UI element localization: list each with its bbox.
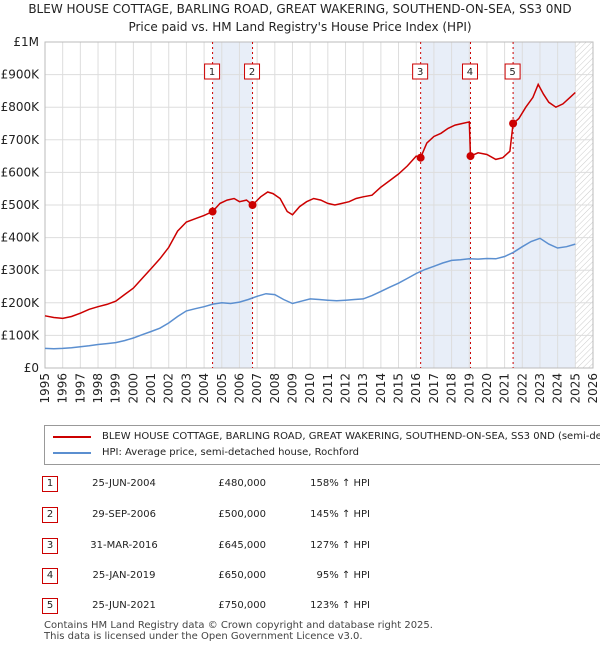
sale-number-box (412, 63, 429, 80)
plot-border (44, 41, 594, 369)
x-tick-label: 2003 (179, 373, 193, 404)
sale-number-label: 2 (249, 67, 255, 78)
x-tick-label: 2014 (374, 373, 388, 404)
y-tick-label: £500K (1, 198, 41, 212)
x-tick-label: 2002 (162, 373, 176, 404)
footer-copyright: Contains HM Land Registry data © Crown c… (44, 620, 433, 631)
sale-number-box (204, 63, 221, 80)
y-tick-label: £100K (1, 328, 41, 342)
x-tick-label: 2012 (339, 373, 353, 404)
sale-number-label: 1 (209, 67, 215, 78)
sale-number-box (244, 63, 261, 80)
x-tick-label: 2025 (568, 373, 582, 404)
sale-date: 25-JAN-2019 (92, 570, 156, 581)
sale-hpi-change: 158% ↑ HPI (310, 478, 370, 489)
y-tick-label: £1M (13, 35, 39, 49)
sale-price: £480,000 (218, 478, 266, 489)
sale-number-label: 5 (509, 67, 515, 78)
sale-hpi-change: 145% ↑ HPI (310, 509, 370, 520)
sale-price: £645,000 (218, 540, 266, 551)
sale-marker-label: 3 (42, 538, 58, 554)
footer: Contains HM Land Registry data © Crown c… (44, 620, 433, 642)
sale-date: 25-JUN-2021 (92, 600, 156, 611)
x-tick-label: 1999 (109, 373, 123, 404)
legend: BLEW HOUSE COTTAGE, BARLING ROAD, GREAT … (44, 425, 600, 465)
legend-item-property: BLEW HOUSE COTTAGE, BARLING ROAD, GREAT … (53, 431, 600, 445)
x-tick-label: 2018 (445, 373, 459, 404)
x-tick-label: 2021 (498, 373, 512, 404)
x-tick-label: 2020 (480, 373, 494, 404)
sale-number-label: 3 (417, 67, 423, 78)
x-tick-label: 2010 (303, 373, 317, 404)
y-tick-label: £900K (1, 68, 41, 82)
legend-item-hpi: HPI: Average price, semi-detached house,… (53, 447, 359, 461)
x-tick-label: 2009 (285, 373, 299, 404)
y-tick-label: £800K (1, 100, 41, 114)
chart-subtitle: Price paid vs. HM Land Registry's House … (128, 20, 472, 34)
sale-price: £650,000 (218, 570, 266, 581)
y-tick-label: £0 (24, 361, 39, 375)
x-tick-label: 2008 (268, 373, 282, 404)
x-tick-label: 2000 (126, 373, 140, 404)
x-tick-label: 2006 (232, 373, 246, 404)
table-row: 3 31-MAR-2016 £645,000 127% ↑ HPI (0, 538, 600, 558)
x-tick-label: 2024 (551, 373, 565, 404)
sale-marker-label: 1 (42, 476, 58, 492)
x-tick-label: 1998 (91, 373, 105, 404)
sale-number-box (504, 63, 521, 80)
y-tick-label: £700K (1, 133, 41, 147)
sale-number-box (461, 63, 478, 80)
sale-point (416, 153, 425, 162)
legend-label-hpi: HPI: Average price, semi-detached house,… (102, 447, 359, 458)
sale-price: £750,000 (218, 600, 266, 611)
sale-hpi-change: 123% ↑ HPI (310, 600, 370, 611)
sale-date: 29-SEP-2006 (92, 509, 156, 520)
x-tick-label: 2019 (462, 373, 476, 404)
x-tick-label: 2011 (321, 373, 335, 404)
x-tick-label: 1995 (38, 373, 52, 404)
x-tick-label: 2013 (356, 373, 370, 404)
y-tick-label: £200K (1, 296, 41, 310)
sale-hpi-change: 95% ↑ HPI (316, 570, 370, 581)
x-tick-label: 1996 (56, 373, 70, 404)
x-tick-label: 2017 (427, 373, 441, 404)
x-tick-label: 2015 (392, 373, 406, 404)
sale-marker-label: 2 (42, 507, 58, 523)
y-tick-label: £600K (1, 165, 41, 179)
sale-hpi-change: 127% ↑ HPI (310, 540, 370, 551)
table-row: 1 25-JUN-2004 £480,000 158% ↑ HPI (0, 476, 600, 496)
x-tick-label: 2004 (197, 373, 211, 404)
legend-swatch-red (53, 435, 91, 438)
footer-licence: This data is licensed under the Open Gov… (44, 631, 363, 642)
y-tick-label: £300K (1, 263, 41, 277)
sale-date: 31-MAR-2016 (90, 540, 158, 551)
table-row: 5 25-JUN-2021 £750,000 123% ↑ HPI (0, 598, 600, 618)
legend-label-property: BLEW HOUSE COTTAGE, BARLING ROAD, GREAT … (102, 431, 600, 442)
table-row: 4 25-JAN-2019 £650,000 95% ↑ HPI (0, 568, 600, 588)
x-tick-label: 2022 (515, 373, 529, 404)
property-price-line (44, 82, 576, 320)
x-tick-label: 2016 (409, 373, 423, 404)
sale-price: £500,000 (218, 509, 266, 520)
x-tick-label: 2005 (215, 373, 229, 404)
table-row: 2 29-SEP-2006 £500,000 145% ↑ HPI (0, 507, 600, 527)
x-tick-label: 1997 (73, 373, 87, 404)
chart-title: BLEW HOUSE COTTAGE, BARLING ROAD, GREAT … (28, 2, 572, 16)
sale-marker-label: 4 (42, 568, 58, 584)
hpi-line (44, 237, 576, 350)
sale-marker-label: 5 (42, 598, 58, 614)
x-tick-label: 2007 (250, 373, 264, 404)
sale-point (509, 119, 518, 128)
sale-point (248, 201, 257, 209)
sale-date: 25-JUN-2004 (92, 478, 156, 489)
legend-swatch-blue (53, 451, 91, 454)
sale-point (208, 207, 217, 216)
x-tick-label: 2023 (533, 373, 547, 404)
x-tick-label: 2026 (586, 373, 600, 404)
y-tick-label: £400K (1, 231, 41, 245)
sale-point (466, 152, 475, 161)
x-tick-label: 2001 (144, 373, 158, 404)
sale-number-label: 4 (467, 67, 473, 78)
price-chart: £0 £100K £200K £300K £400K £500K £600K £700K £80… (1, 35, 600, 404)
